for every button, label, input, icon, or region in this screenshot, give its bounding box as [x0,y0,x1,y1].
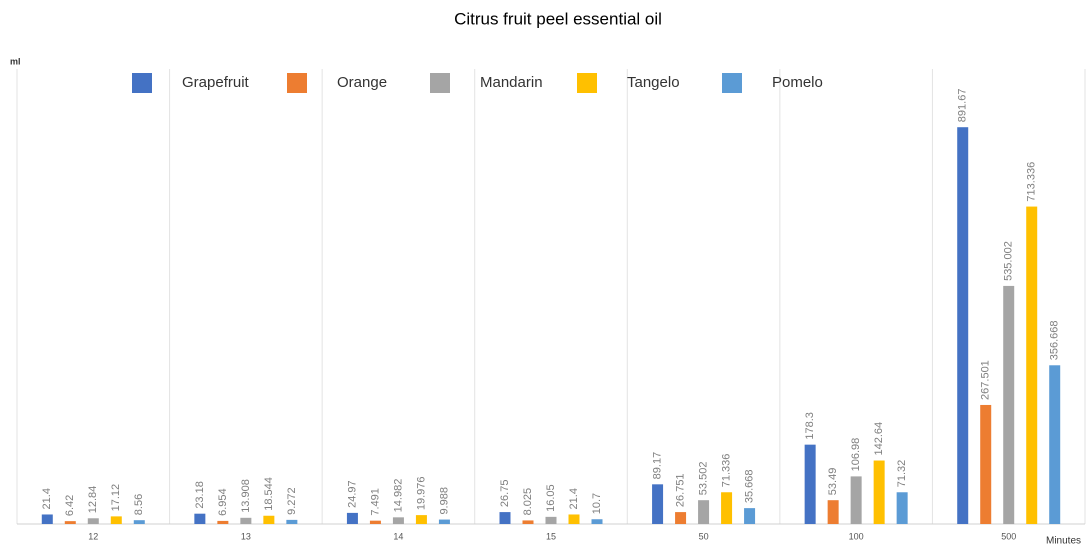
bar [1026,206,1038,524]
bar [240,517,252,524]
chart-title: Citrus fruit peel essential oil [454,9,662,28]
data-label: 535.002 [1003,241,1015,281]
data-label: 10.7 [591,493,603,514]
data-label: 13.908 [240,479,252,513]
bar [675,512,687,524]
x-tick-label: 13 [241,531,251,541]
bar [721,492,733,524]
data-label: 9.272 [286,487,298,515]
x-tick-label: 100 [849,531,864,541]
bar [545,516,557,524]
x-tick-label: 12 [88,531,98,541]
data-label: 18.544 [263,477,275,511]
bar [217,520,229,524]
bar [392,517,404,524]
x-axis-label: Minutes [1046,536,1081,547]
bar [369,520,381,524]
legend-label: Orange [337,74,387,91]
legend-swatch [430,73,450,93]
x-tick-label: 14 [393,531,403,541]
bar [827,500,839,524]
data-label: 26.75 [499,480,511,508]
bar [110,516,122,524]
data-label: 8.025 [522,488,534,516]
bar [980,404,992,524]
legend-label: Pomelo [772,74,823,91]
bar [850,476,862,524]
bar [41,514,53,524]
data-label: 23.18 [194,481,206,509]
bar [591,519,603,524]
y-axis-label: ml [10,56,21,66]
data-label: 713.336 [1026,162,1038,202]
data-label: 35.668 [743,469,755,503]
bar [286,519,298,524]
bar [568,514,580,524]
legend-swatch [287,73,307,93]
data-label: 16.05 [545,484,557,512]
bar [652,484,664,524]
x-tick-label: 50 [699,531,709,541]
data-label: 17.12 [110,484,122,512]
data-label: 7.491 [369,488,381,516]
data-label: 106.98 [850,438,862,472]
legend-swatch [132,73,152,93]
data-label: 891.67 [957,89,969,123]
bar [133,520,145,524]
data-label: 21.4 [568,488,580,509]
bar [346,512,358,524]
data-label: 53.502 [697,462,709,496]
data-label: 14.982 [392,479,404,513]
data-label: 356.668 [1049,321,1061,361]
legend-label: Grapefruit [182,74,250,91]
bar [957,127,969,524]
data-label: 71.336 [720,454,732,488]
data-label: 267.501 [980,360,992,400]
data-label: 6.42 [64,495,76,516]
data-label: 71.32 [896,460,908,488]
bar [804,444,816,524]
bar [698,500,710,524]
bar [87,518,99,524]
bar [873,460,885,524]
legend-swatch [577,73,597,93]
data-label: 19.976 [415,476,427,510]
data-label: 8.56 [133,494,145,515]
data-label: 24.97 [346,480,358,508]
data-label: 178.3 [804,412,816,440]
data-label: 12.84 [87,486,99,514]
legend-label: Tangelo [627,74,680,91]
bar [263,515,275,524]
legend-label: Mandarin [480,74,543,91]
bar [744,508,756,524]
data-label: 26.751 [674,473,686,507]
bar [438,519,450,524]
data-label: 89.17 [651,452,663,480]
bar [1003,285,1015,524]
x-tick-label: 500 [1001,531,1016,541]
data-label: 142.64 [873,422,885,456]
bar [522,520,534,524]
data-label: 6.954 [217,488,229,516]
x-tick-label: 15 [546,531,556,541]
bar [64,521,76,524]
legend-swatch [722,73,742,93]
bar [896,492,908,524]
bar [194,513,206,524]
bar [415,515,427,524]
bar [499,512,511,524]
data-label: 21.4 [41,488,53,509]
bar [1049,365,1061,524]
data-label: 9.988 [438,487,450,515]
data-label: 53.49 [827,468,839,496]
